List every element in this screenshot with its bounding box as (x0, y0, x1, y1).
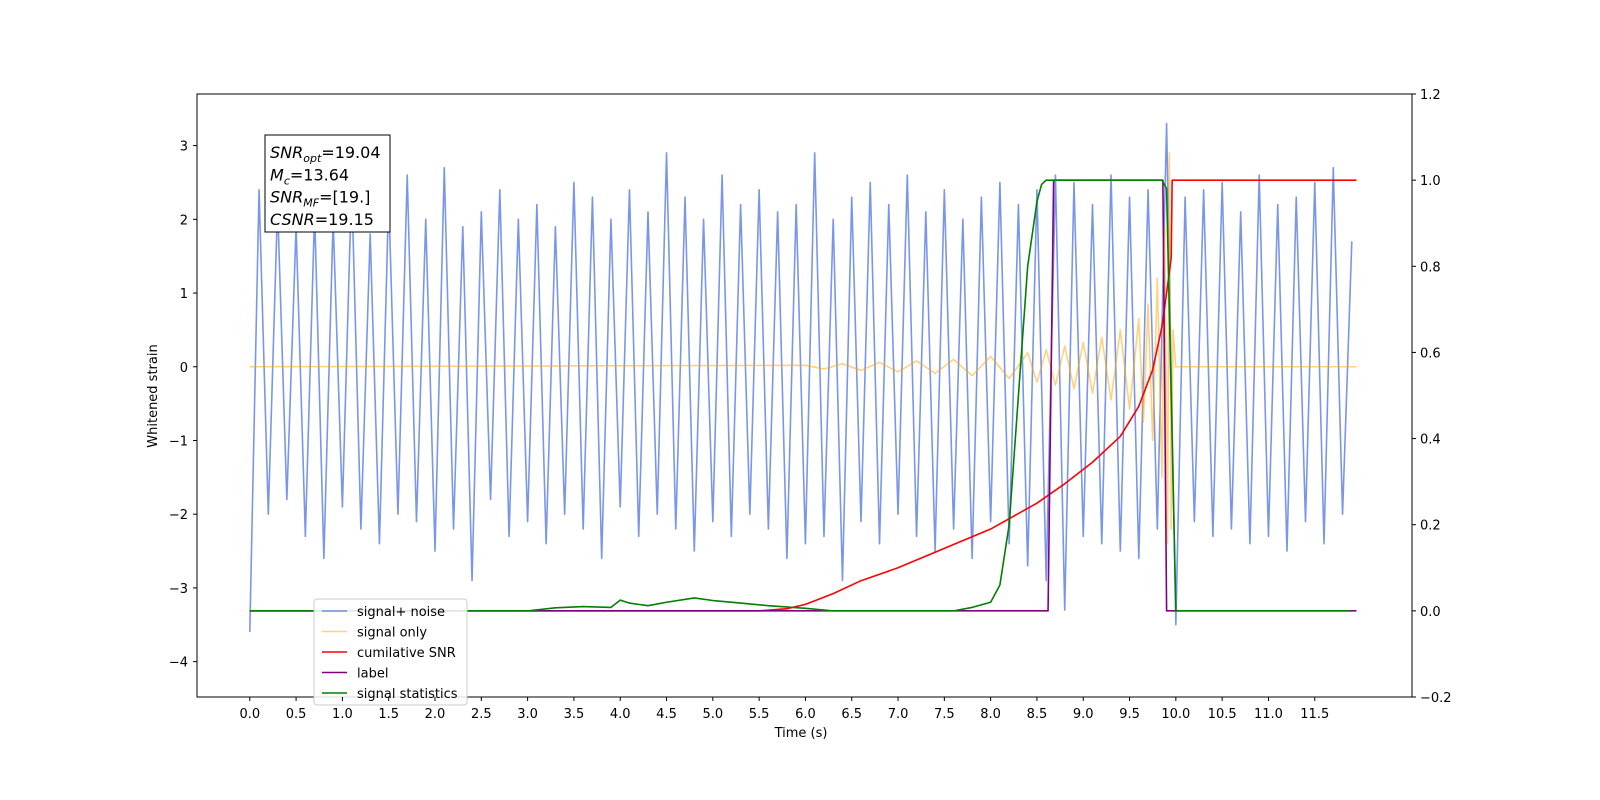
y-tick-label: 3 (180, 140, 188, 155)
annotation-symbol: SNR (270, 143, 303, 162)
annotation-line: Mc=13.64 (270, 165, 349, 187)
annotation-line: SNRMF=[19.] (270, 188, 370, 210)
annotation-text: =19.04 (321, 143, 380, 162)
y2-tick-label: 1.0 (1420, 174, 1441, 189)
y2-tick-label: −0.2 (1420, 691, 1452, 706)
x-tick-label: 4.0 (610, 707, 631, 722)
x-tick-label: 11.5 (1300, 707, 1329, 722)
x-tick-label: 7.0 (888, 707, 909, 722)
legend-label: label (357, 667, 388, 682)
annotation-box: SNRopt=19.04Mc=13.64SNRMF=[19.]CSNR=19.1… (264, 134, 391, 233)
annotation-symbol: M (270, 165, 284, 184)
y-tick-label: −2 (169, 508, 188, 523)
x-tick-label: 2.5 (471, 707, 492, 722)
x-axis-label: Time (s) (774, 726, 828, 741)
annotation-symbol: SNR (270, 188, 303, 207)
x-tick-label: 3.0 (517, 707, 538, 722)
x-tick-label: 6.0 (795, 707, 816, 722)
legend-label: signal only (357, 626, 427, 641)
x-tick-label: 2.0 (425, 707, 446, 722)
legend: signal+ noise signal only cumilative SNR la… (313, 598, 468, 706)
y2-tick-label: 0.2 (1420, 519, 1441, 534)
x-tick-label: 4.5 (656, 707, 677, 722)
x-tick-label: 8.5 (1027, 707, 1048, 722)
y-tick-label: 1 (180, 287, 188, 302)
x-tick-label: 7.5 (934, 707, 955, 722)
legend-label: cumilative SNR (357, 646, 456, 661)
annotation-text: =19.15 (315, 210, 374, 229)
y2-tick-label: 0.8 (1420, 260, 1441, 275)
series-line (249, 179, 1350, 612)
y2-tick-label: 0.6 (1420, 346, 1441, 361)
series-line (248, 122, 1353, 633)
legend-label: signal+ noise (357, 605, 445, 620)
x-tick-label: 1.5 (378, 707, 399, 722)
x-tick-label: 9.5 (1119, 707, 1140, 722)
y-tick-label: 2 (180, 213, 188, 228)
annotation-subscript: c (284, 174, 290, 187)
x-tick-label: 5.0 (702, 707, 723, 722)
x-tick-label: 0.0 (239, 707, 260, 722)
y2-tick-label: 0.4 (1420, 433, 1441, 448)
annotation-text: =[19.] (319, 188, 370, 207)
y2-tick-label: 1.2 (1420, 88, 1441, 103)
y-axis-label: Whitened strain (146, 344, 161, 447)
y-tick-label: 0 (180, 361, 188, 376)
x-tick-label: 10.5 (1208, 707, 1237, 722)
y-tick-label: −1 (169, 434, 188, 449)
y-tick-label: −3 (169, 582, 188, 597)
annotation-subscript: opt (303, 152, 322, 165)
legend-label: signal statistics (357, 687, 458, 702)
legend-frame (313, 598, 468, 706)
annotation-text: =13.64 (290, 165, 349, 184)
y-tick-label: −4 (169, 656, 188, 671)
annotation-frame (264, 134, 391, 233)
annotation-line: CSNR=19.15 (270, 210, 374, 229)
axes-frame (196, 93, 1413, 698)
x-tick-label: 11.0 (1254, 707, 1283, 722)
annotation-symbol: CSNR (270, 210, 315, 229)
x-tick-label: 5.5 (749, 707, 770, 722)
x-tick-label: 0.5 (286, 707, 307, 722)
x-tick-label: 8.0 (980, 707, 1001, 722)
x-tick-label: 1.0 (332, 707, 353, 722)
x-tick-label: 6.5 (841, 707, 862, 722)
annotation-subscript: MF (303, 197, 319, 210)
series-line (249, 179, 1357, 612)
annotation-line: SNRopt=19.04 (270, 143, 381, 165)
y2-tick-label: 0.0 (1420, 605, 1441, 620)
x-tick-label: 10.0 (1161, 707, 1190, 722)
plot-area (248, 122, 1357, 633)
x-tick-label: 3.5 (564, 707, 585, 722)
x-tick-label: 9.0 (1073, 707, 1094, 722)
